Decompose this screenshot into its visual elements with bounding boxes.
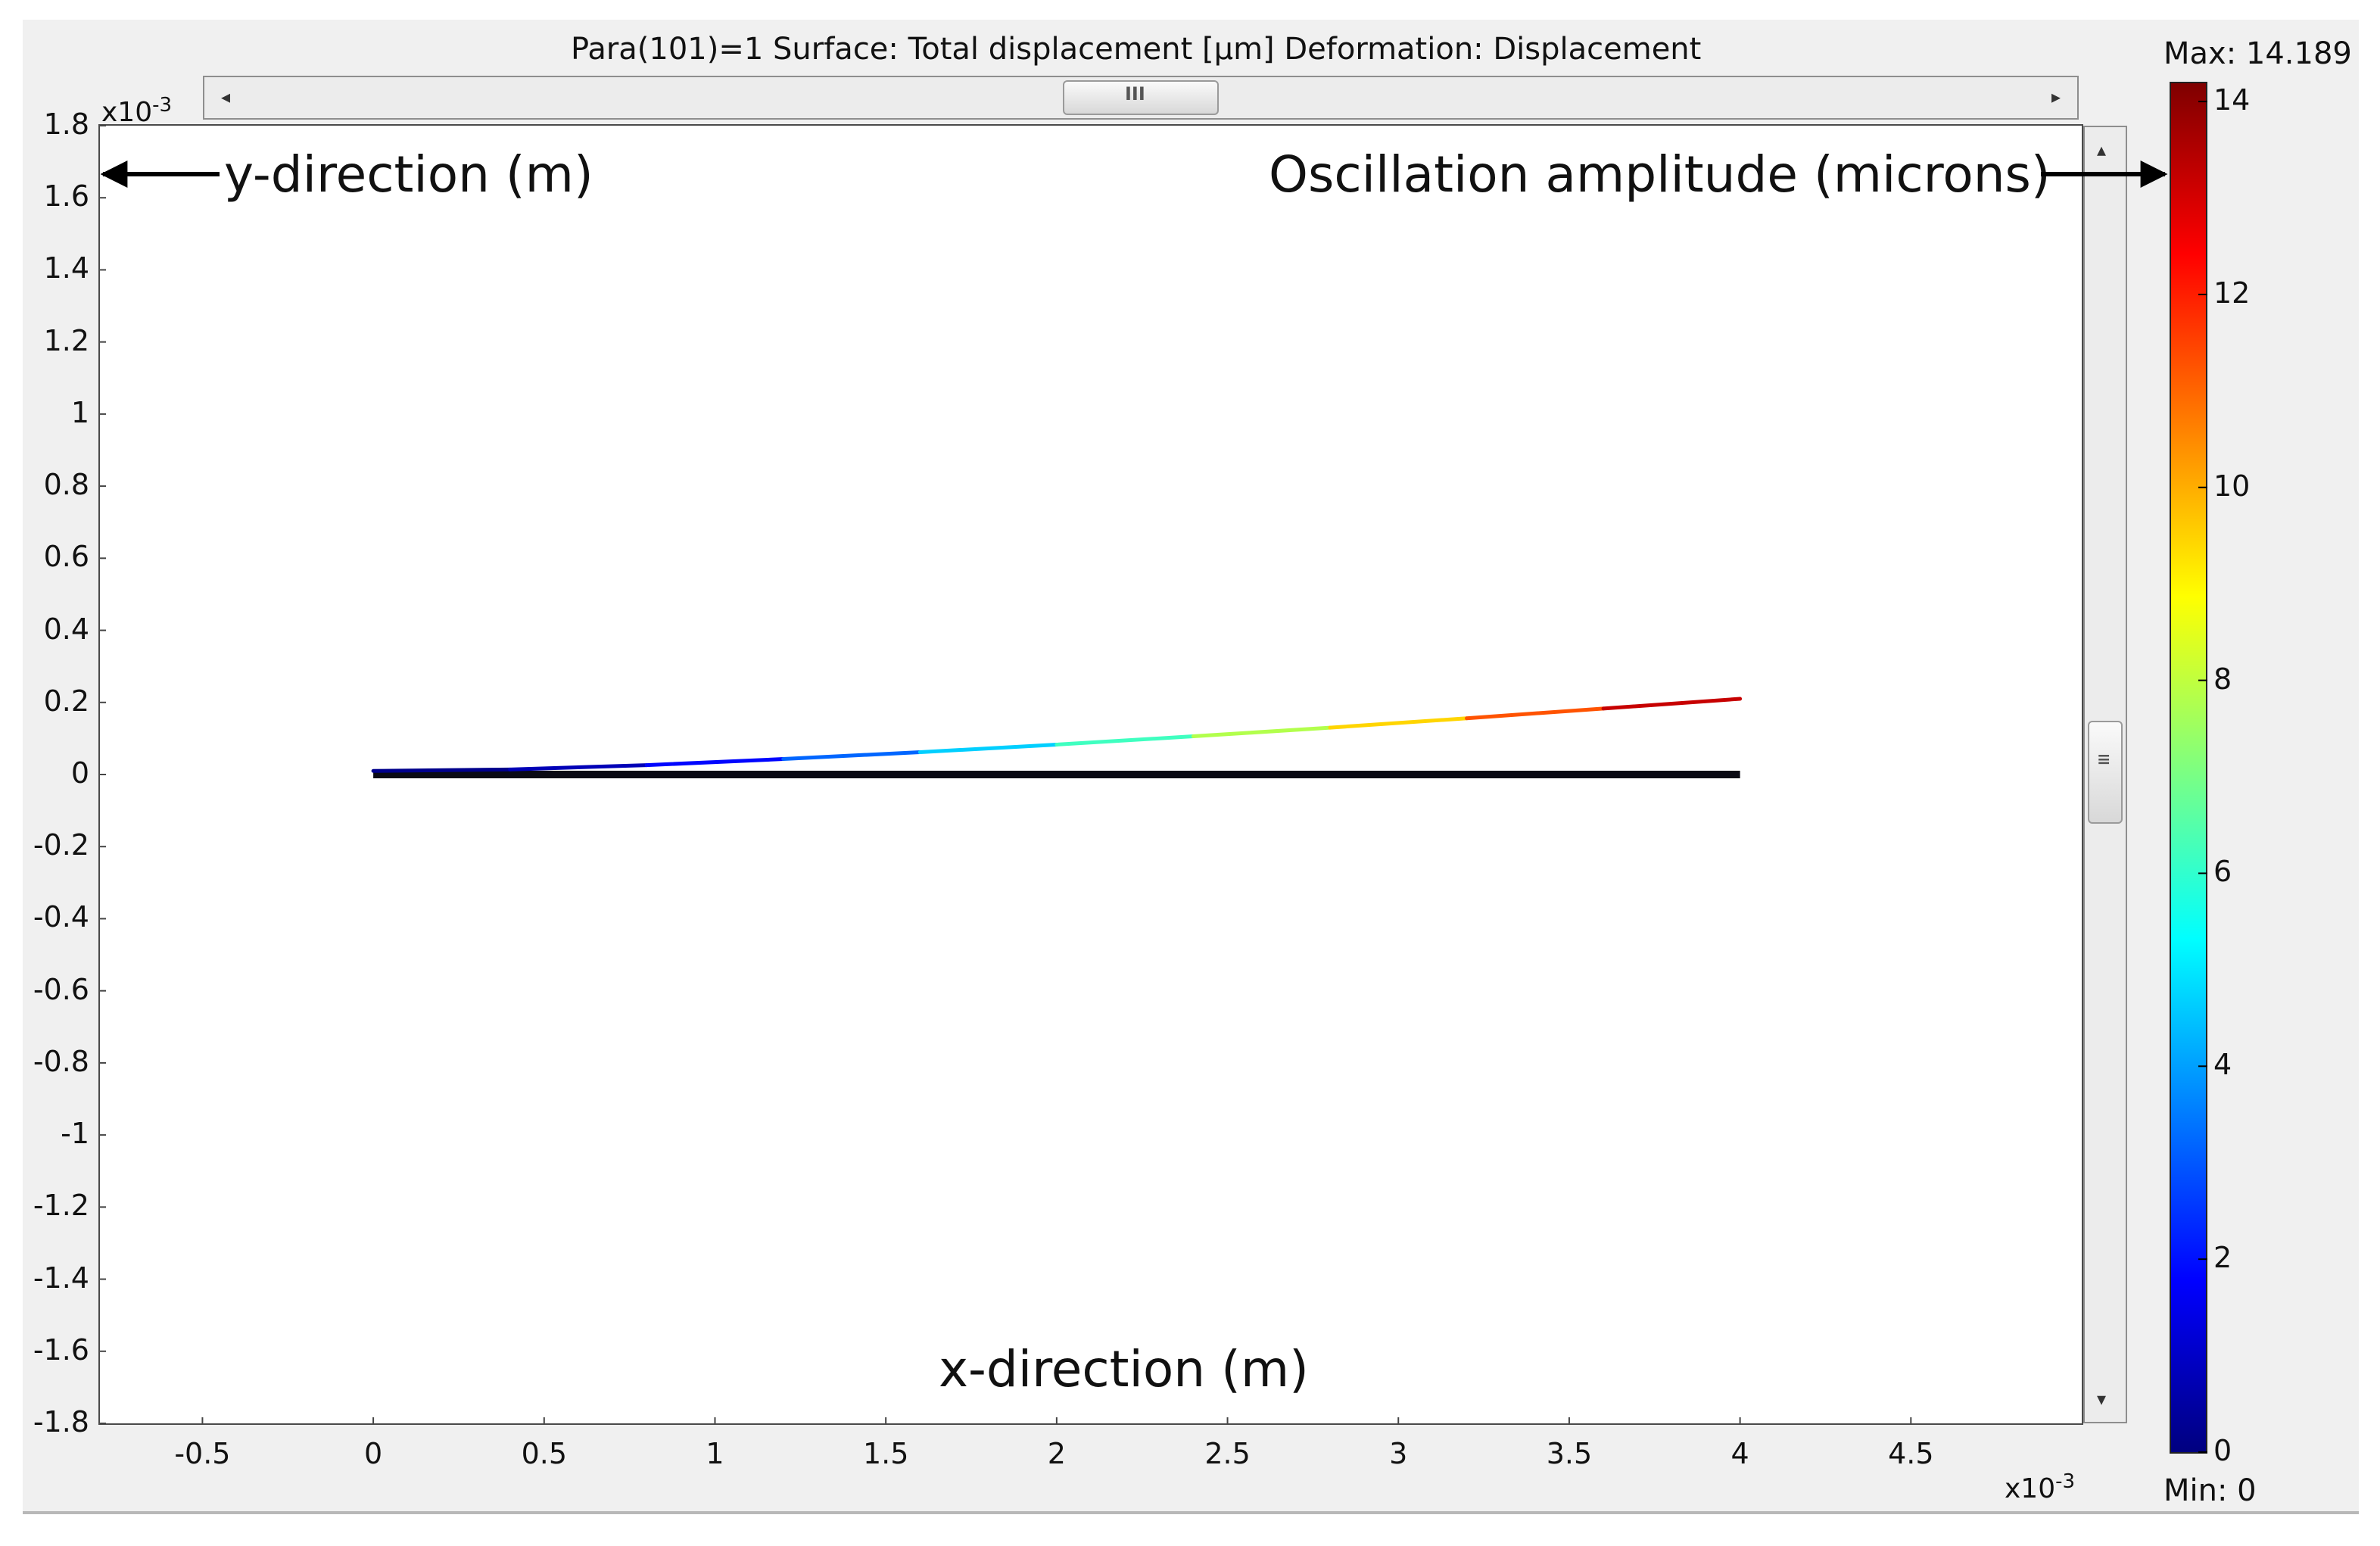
deformed-beam-segment [508, 763, 649, 771]
scroll-left-icon[interactable]: ◂ [221, 86, 231, 108]
y-tick-label: -1.6 [33, 1332, 89, 1367]
y-tick-label: 0.6 [43, 540, 89, 574]
grip-icon: ≡ [2097, 750, 2111, 769]
amplitude-annotation: Oscillation amplitude (microns) [1269, 145, 2051, 204]
x-tick-label: 1 [706, 1437, 724, 1470]
y-tick-label: 0.4 [43, 612, 89, 646]
vertical-scrollbar[interactable]: ▴ ≡ ▾ [2083, 126, 2127, 1423]
window-divider [23, 1511, 2359, 1514]
x-axis-label: x-direction (m) [939, 1340, 1309, 1398]
scroll-down-icon[interactable]: ▾ [2097, 1389, 2107, 1410]
y-tick-label: 0.2 [43, 684, 89, 718]
y-tick-label: 1 [70, 395, 89, 429]
x-tick-label: 2.5 [1204, 1437, 1251, 1470]
colorbar-tick-label: 12 [2213, 276, 2251, 310]
colorbar-tick-label: 4 [2213, 1048, 2232, 1082]
x-tick-label: -0.5 [174, 1437, 231, 1470]
x-tick-label: 4 [1730, 1437, 1749, 1470]
deformed-beam-segment [781, 750, 922, 762]
y-tick-label: 1.8 [43, 108, 89, 141]
deformed-beam-segment [1191, 725, 1332, 739]
x-tick-label: 3 [1389, 1437, 1408, 1470]
y-tick-label: -1.2 [33, 1189, 89, 1223]
y-tick-label: -1.8 [33, 1405, 89, 1438]
x-tick-label: 2 [1047, 1437, 1066, 1470]
colorbar-tick-label: 6 [2213, 855, 2232, 889]
x-tick-label: 3.5 [1546, 1437, 1593, 1470]
scroll-right-icon[interactable]: ▸ [2051, 86, 2061, 108]
deformed-beam-segment [1465, 706, 1606, 721]
y-tick-label: -0.2 [33, 828, 89, 862]
colorbar-min-label: Min: 0 [2163, 1473, 2257, 1508]
deformed-beam-segment [1328, 716, 1469, 730]
y-tick-label: 1.4 [43, 251, 89, 285]
x-tick-label: 1.5 [862, 1437, 909, 1470]
y-tick-label: 0.8 [43, 468, 89, 502]
x-multiplier: x10-3 [2005, 1470, 2076, 1504]
colorbar-tick-label: 2 [2213, 1241, 2232, 1275]
y-axis-label: y-direction (m) [224, 145, 593, 204]
x-tick-label: 0.5 [521, 1437, 567, 1470]
y-tick-label: 1.6 [43, 179, 89, 214]
deformed-beam-segment [1601, 697, 1743, 711]
y-tick-label: -1 [61, 1117, 89, 1151]
y-tick-label: 0 [70, 756, 89, 790]
colorbar [2170, 82, 2207, 1454]
x-tick-label: 4.5 [1888, 1437, 1934, 1470]
deformed-beam-segment [644, 757, 786, 768]
y-tick-label: -0.8 [33, 1044, 89, 1078]
deformed-beam-segment [917, 742, 1059, 754]
colorbar-tick-label: 0 [2213, 1434, 2232, 1467]
plot-title: Para(101)=1 Surface: Total displacement … [571, 32, 1702, 67]
x-tick-label: 0 [364, 1437, 383, 1470]
deformed-beam-segment [371, 767, 512, 773]
grip-icon: III [1125, 83, 1145, 104]
horizontal-scrollbar[interactable]: ◂ III ▸ [203, 76, 2079, 120]
colorbar-max-label: Max: 14.189 [2163, 36, 2352, 71]
y-tick-label: -0.6 [33, 972, 89, 1006]
colorbar-tick-label: 10 [2213, 469, 2251, 503]
y-tick-label: 1.2 [43, 323, 89, 357]
horizontal-scroll-thumb[interactable]: III [1063, 80, 1219, 115]
colorbar-tick-label: 8 [2213, 662, 2232, 696]
colorbar-tick-label: 14 [2213, 83, 2251, 117]
vertical-scroll-thumb[interactable]: ≡ [2088, 721, 2123, 824]
y-tick-label: -1.4 [33, 1261, 89, 1295]
scroll-up-icon[interactable]: ▴ [2097, 139, 2107, 161]
y-multiplier: x10-3 [101, 94, 173, 128]
y-tick-label: -0.4 [33, 900, 89, 934]
deformed-beam-segment [1054, 734, 1195, 747]
